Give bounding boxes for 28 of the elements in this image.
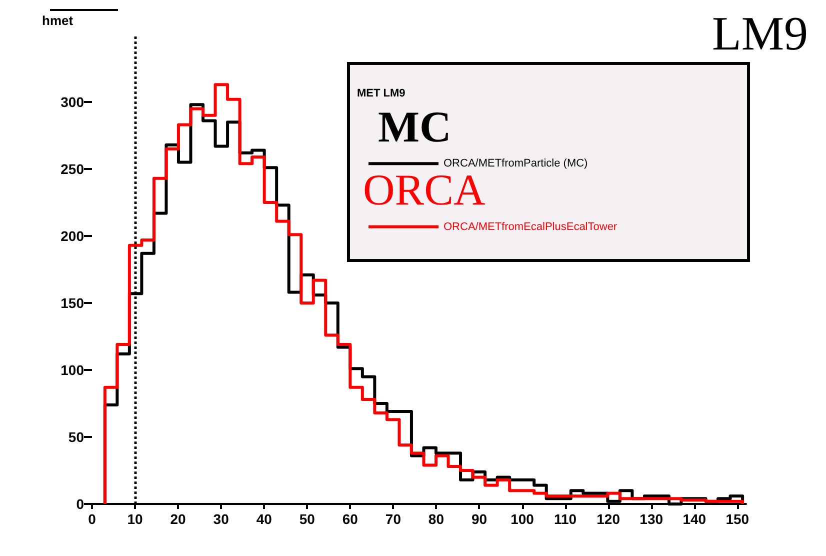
text: hmet — [42, 13, 74, 28]
x-tick-label: 70 — [385, 511, 402, 527]
annotation: MC — [378, 102, 452, 152]
x-tick-label: 100 — [510, 511, 534, 527]
annotation: LM9 — [712, 8, 808, 60]
x-tick-label: 60 — [342, 511, 358, 527]
y-tick-label: 200 — [60, 228, 84, 244]
y-tick-label: 150 — [60, 295, 84, 311]
x-tick-label: 110 — [554, 511, 577, 527]
y-tick-label: 300 — [60, 94, 84, 110]
x-tick-label: 150 — [726, 511, 750, 527]
legend-title: MET LM9 — [357, 88, 406, 100]
x-tick-label: 10 — [127, 511, 144, 527]
x-tick-label: 30 — [213, 511, 230, 527]
x-tick-label: 50 — [299, 511, 316, 527]
x-tick-label: 20 — [170, 511, 186, 527]
y-tick-label: 0 — [76, 496, 84, 512]
x-tick-label: 40 — [256, 511, 272, 527]
x-tick-label: 80 — [428, 511, 444, 527]
x-tick-label: 90 — [471, 511, 488, 527]
x-tick-label: 130 — [640, 511, 664, 527]
y-tick-label: 100 — [60, 362, 84, 378]
text: ORCA/METfromEcalPlusEcalTower — [444, 220, 618, 233]
x-tick-label: 140 — [682, 511, 706, 527]
x-tick-label: 0 — [88, 511, 96, 527]
y-tick-label: 50 — [68, 429, 84, 445]
x-tick-label: 120 — [596, 511, 620, 527]
y-tick-label: 250 — [60, 161, 84, 177]
